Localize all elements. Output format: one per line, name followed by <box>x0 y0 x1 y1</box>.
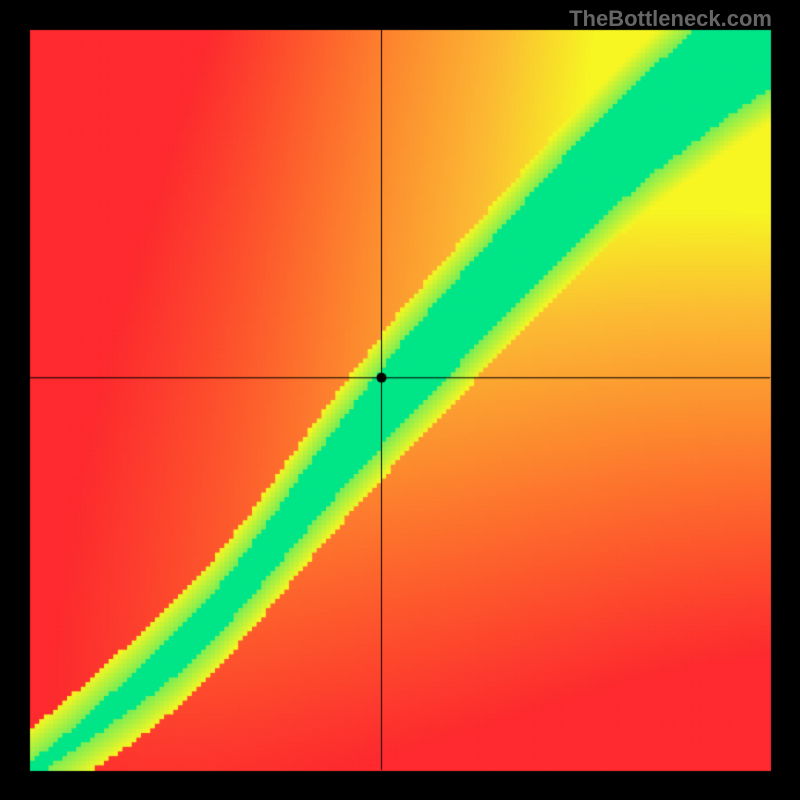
bottleneck-heatmap <box>0 0 800 800</box>
chart-container: TheBottleneck.com <box>0 0 800 800</box>
watermark-text: TheBottleneck.com <box>569 6 772 32</box>
